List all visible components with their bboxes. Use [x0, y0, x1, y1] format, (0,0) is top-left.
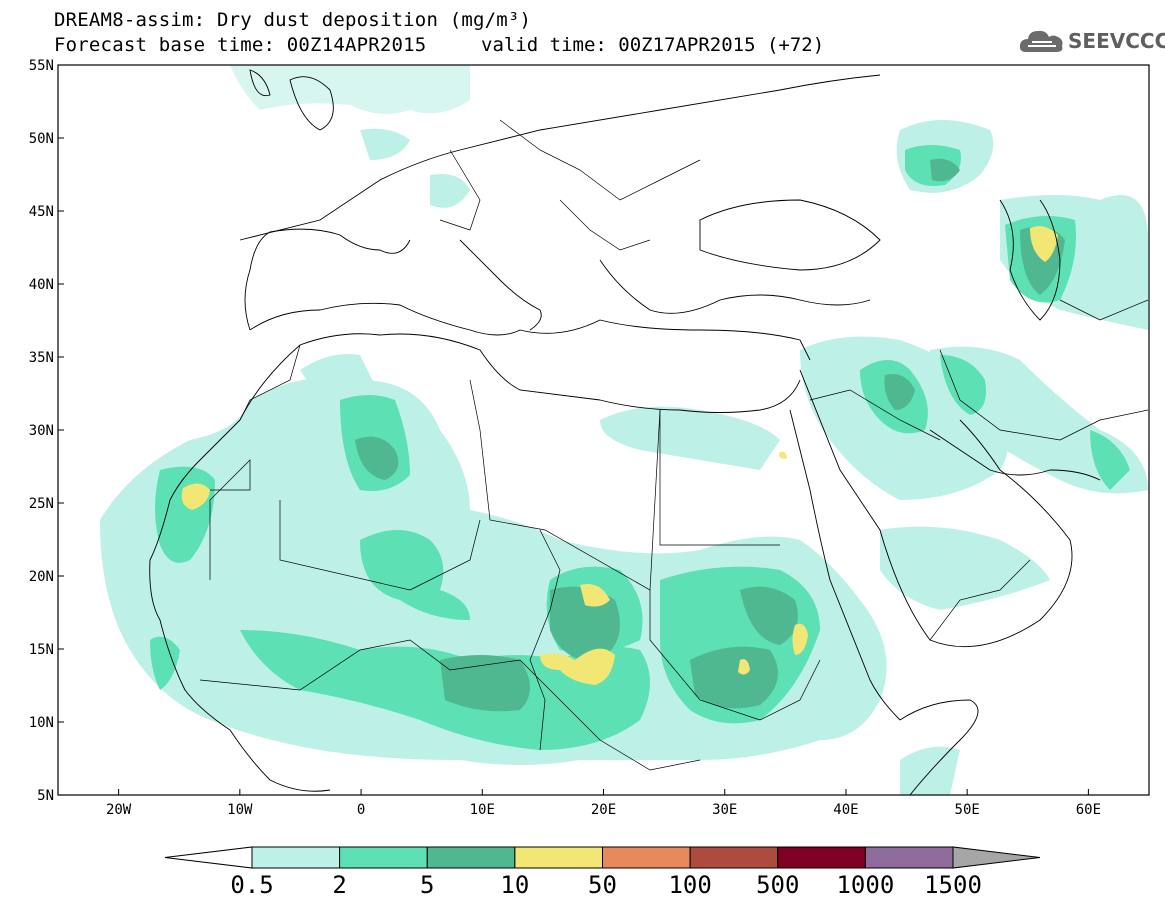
- colorbar-label: 2: [332, 871, 346, 899]
- border-egypt-sudan: [659, 410, 780, 546]
- colorbar-label: 1000: [836, 871, 894, 899]
- lat-label: 20N: [29, 569, 54, 585]
- forecast-base-time: Forecast base time: 00Z14APR2015: [54, 34, 427, 56]
- seevccc-logo: SEEVCCC: [1018, 24, 1165, 58]
- lat-label: 35N: [29, 350, 54, 366]
- colorbar-swatch: [777, 846, 866, 869]
- colorbar-swatch: [864, 846, 954, 869]
- colorbar-swatch: [514, 846, 603, 869]
- coastline-gulf: [929, 429, 1101, 481]
- colorbar-over-triangle: [952, 846, 1041, 869]
- lon-label: 20E: [591, 802, 616, 818]
- colorbar-label: 50: [588, 871, 617, 899]
- coastline-north-africa: [239, 333, 801, 421]
- lat-label: 15N: [29, 642, 54, 658]
- border-chad: [529, 529, 561, 751]
- colorbar-labels: 0.5 2 5 10 50 100 500 1000 1500: [230, 871, 982, 899]
- colorbar-label: 500: [756, 871, 799, 899]
- colorbar-swatch: [602, 846, 691, 869]
- field-level-5: [355, 158, 1065, 712]
- lon-label: 50E: [955, 802, 980, 818]
- colorbar-swatch: [426, 846, 516, 869]
- border-sudan-ethiopia: [649, 590, 821, 721]
- border-arabia-south: [929, 559, 1031, 641]
- logo-text: SEEVCCC: [1068, 29, 1165, 53]
- field-level-10: [181, 226, 1058, 685]
- coastline-italy: [459, 239, 542, 331]
- lon-label: 40E: [833, 802, 858, 818]
- coastline-greece-turkey: [599, 259, 871, 314]
- coastlines: [149, 69, 1101, 795]
- colorbar-under-triangle: [164, 846, 253, 869]
- colorbar-label: 10: [500, 871, 529, 899]
- coastline-west-africa: [149, 419, 331, 792]
- border-sahel-south: [199, 639, 701, 771]
- colorbar-swatch: [339, 846, 428, 869]
- border-saudi-iraq: [809, 389, 941, 441]
- coastline-europe-north: [239, 74, 881, 241]
- border-libya: [469, 379, 661, 591]
- lon-label: 0: [357, 802, 365, 818]
- colorbar-label: 100: [668, 871, 711, 899]
- colorbar-swatch: [689, 846, 779, 869]
- lon-label: 20W: [106, 802, 132, 818]
- dust-fields: [100, 65, 1148, 795]
- lon-label: 60E: [1076, 802, 1101, 818]
- coastline-europe-south: [249, 302, 811, 361]
- map-title: DREAM8-assim: Dry dust deposition (mg/m³…: [54, 9, 532, 31]
- colorbar: [164, 846, 1041, 869]
- country-borders: [199, 119, 1149, 771]
- border-sahel-west: [209, 459, 251, 580]
- border-central-asia: [1059, 299, 1149, 321]
- colorbar-swatch: [251, 846, 341, 869]
- coastline-horn-africa: [899, 699, 979, 795]
- coastline-red-sea: [789, 409, 901, 721]
- latitude-axis: 55N 50N 45N 40N 35N 30N 25N 20N 15N 10N 5N: [29, 58, 64, 804]
- border-algeria-mali: [279, 500, 481, 591]
- colorbar-label: 5: [420, 871, 434, 899]
- coastline-black-sea: [699, 199, 881, 271]
- lat-label: 5N: [37, 788, 54, 804]
- lat-label: 25N: [29, 496, 54, 512]
- lat-label: 45N: [29, 204, 54, 220]
- coastline-arabia: [799, 369, 1073, 648]
- lat-label: 50N: [29, 131, 54, 147]
- border-europe-3: [559, 199, 651, 251]
- coastline-iberia: [244, 228, 411, 331]
- valid-time: valid time: 00Z17APR2015 (+72): [481, 34, 825, 56]
- coastline-caspian: [999, 199, 1061, 321]
- coastline-britain: [289, 76, 334, 131]
- colorbar-label: 0.5: [230, 871, 273, 899]
- lat-label: 30N: [29, 423, 54, 439]
- border-morocco-algeria: [239, 344, 301, 421]
- border-europe-2: [499, 119, 701, 201]
- longitude-axis: 20W 10W 0 10E 20E 30E 40E 50E 60E: [106, 789, 1101, 818]
- border-europe-1: [439, 149, 481, 231]
- colorbar-label: 1500: [924, 871, 982, 899]
- lat-label: 10N: [29, 715, 54, 731]
- lat-label: 40N: [29, 277, 54, 293]
- cloud-icon: [1019, 30, 1063, 52]
- lat-label: 55N: [29, 58, 54, 74]
- lon-label: 10E: [470, 802, 495, 818]
- border-iran: [939, 349, 1149, 441]
- lon-label: 10W: [227, 802, 253, 818]
- lon-label: 30E: [712, 802, 737, 818]
- coastline-britain-north: [249, 69, 271, 97]
